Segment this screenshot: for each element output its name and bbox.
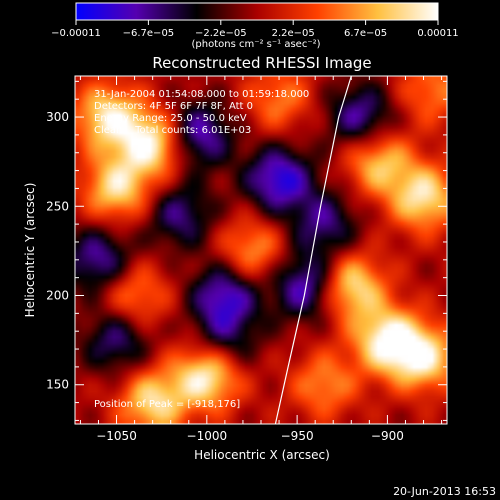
colorbar-tick-label: 2.2e−05 (272, 28, 315, 39)
peak-position-label: Position of Peak = [-918,176] (94, 399, 240, 410)
colorbar-tick-label: −6.7e−05 (123, 28, 175, 39)
colorbar-units: (photons cm⁻² s⁻¹ asec⁻²) (191, 39, 320, 50)
x-tick-label: −1050 (96, 429, 137, 443)
colorbar-ticks: −0.00011 −6.7e−05 −2.2e−05 2.2e−05 6.7e−05 0.… (51, 20, 459, 39)
colorbar-tick-label: 6.7e−05 (344, 28, 387, 39)
annotation-time-range: 31-Jan-2004 01:54:08.000 to 01:59:18.000 (94, 89, 309, 100)
colorbar (75, 2, 439, 21)
annotation-clean-counts: Clean Total counts: 6.01E+03 (94, 125, 251, 136)
heatmap-image (75, 76, 447, 424)
y-tick-label: 200 (46, 289, 69, 303)
chart-title: Reconstructed RHESSI Image (152, 54, 371, 72)
footer-timestamp: 20-Jun-2013 16:53 (393, 485, 496, 498)
solar-limb-curve (274, 76, 352, 424)
x-axis-label: Heliocentric X (arcsec) (194, 448, 330, 462)
annotation-energy-range: Energy Range: 25.0 - 50.0 keV (94, 113, 247, 124)
annotation-detectors: Detectors: 4F 5F 6F 7F 8F, Att 0 (94, 101, 253, 112)
axis-ticks: −1050 −1000 −950 −900 150 200 250 300 (46, 76, 447, 443)
y-tick-label: 150 (46, 378, 69, 392)
colorbar-tick-label: −0.00011 (51, 28, 101, 39)
x-tick-label: −900 (371, 429, 404, 443)
colorbar-tick-label: 0.00011 (417, 28, 458, 39)
x-tick-label: −950 (281, 429, 314, 443)
y-tick-label: 300 (46, 110, 69, 124)
x-tick-label: −1000 (187, 429, 228, 443)
colorbar-tick-label: −2.2e−05 (195, 28, 247, 39)
annotations: 31-Jan-2004 01:54:08.000 to 01:59:18.000… (94, 89, 309, 410)
y-tick-label: 250 (46, 199, 69, 213)
y-axis-label: Heliocentric Y (arcsec) (23, 183, 37, 318)
